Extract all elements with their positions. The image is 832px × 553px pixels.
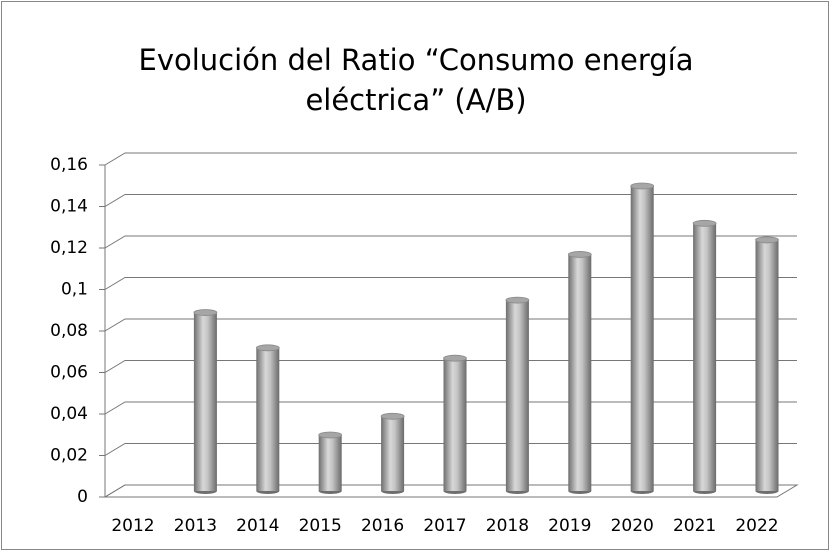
bar-top	[255, 344, 280, 352]
bar-top	[567, 251, 592, 258]
x-tick-label: 2022	[735, 516, 778, 536]
bar-top	[505, 296, 530, 304]
y-tick-label: 0,04	[50, 404, 88, 424]
bar	[380, 412, 405, 494]
bar	[505, 296, 530, 494]
x-tick-label: 2019	[548, 516, 591, 536]
bar-top	[193, 309, 218, 316]
bar	[255, 344, 280, 494]
x-tick-label: 2015	[299, 516, 342, 536]
bar-body	[256, 347, 280, 491]
bar-body	[568, 254, 592, 491]
bar-body	[443, 358, 467, 491]
bar-top	[380, 412, 405, 420]
bar-top	[443, 354, 467, 362]
y-tick-label: 0,06	[50, 363, 88, 383]
bar	[567, 251, 592, 494]
bar-body	[693, 223, 717, 491]
x-tick-label: 2021	[673, 516, 716, 536]
bar-body	[630, 185, 654, 491]
bar-body	[755, 239, 779, 491]
bar-top	[755, 236, 779, 244]
bar	[755, 236, 779, 494]
bar-top	[692, 219, 717, 227]
bar	[193, 309, 218, 494]
y-tick-label: 0,16	[50, 155, 88, 175]
x-tick-label: 2014	[236, 516, 279, 536]
grid-line	[104, 194, 797, 207]
y-tick-label: 0,02	[50, 446, 88, 466]
bar-body	[193, 312, 217, 491]
x-tick-label: 2017	[423, 516, 466, 536]
y-tick-label: 0,08	[50, 321, 88, 341]
x-tick-label: 2020	[611, 516, 654, 536]
bar-top	[318, 431, 343, 439]
bar	[630, 182, 655, 494]
y-tick-label: 0	[77, 487, 88, 507]
bar-body	[381, 416, 405, 491]
x-tick-label: 2016	[361, 516, 404, 536]
grid-line	[104, 152, 797, 166]
bar	[443, 354, 467, 494]
y-tick-label: 0,1	[61, 280, 88, 300]
y-tick-label: 0,14	[50, 197, 88, 217]
grid-line	[104, 235, 797, 249]
bar	[692, 219, 717, 494]
bar-top	[630, 182, 655, 190]
bar-body	[318, 434, 342, 491]
x-tick-label: 2018	[486, 516, 529, 536]
x-tick-label: 2013	[174, 516, 217, 536]
x-tick-label: 2012	[111, 516, 154, 536]
bar-body	[505, 300, 529, 491]
chart-title: Evolución del Ratio “Consumo energía elé…	[138, 43, 694, 117]
y-tick-label: 0,12	[50, 238, 88, 258]
bar	[318, 431, 343, 494]
